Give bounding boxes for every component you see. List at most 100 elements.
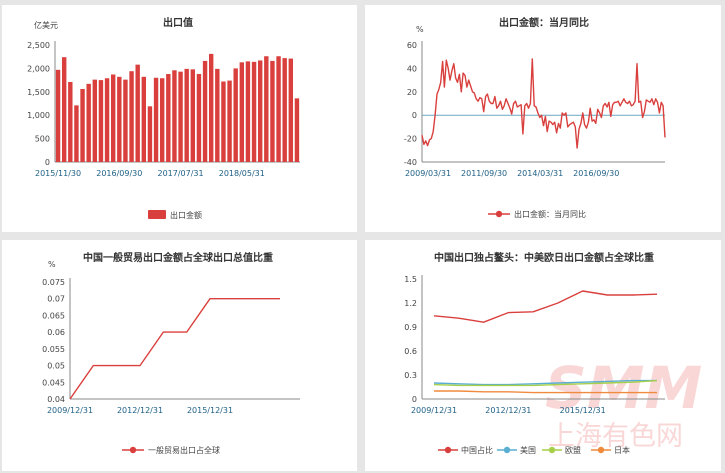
chart2-ytick: -20 — [404, 135, 417, 144]
bar — [141, 76, 147, 162]
chart2-ytick: 60 — [407, 41, 417, 50]
bar — [147, 106, 153, 162]
chart3-ytick: 0.065 — [42, 311, 65, 320]
bar — [294, 98, 300, 162]
chart4-series-line — [434, 390, 657, 394]
bar — [74, 105, 79, 162]
bar — [276, 56, 281, 163]
chart1-ytick: 1,500 — [27, 88, 50, 97]
chart3-xtick: 2015/12/31 — [187, 406, 233, 415]
bar — [215, 68, 220, 162]
chart3-ytick: 0.07 — [47, 295, 65, 304]
chart2-ytick: 0 — [412, 111, 417, 120]
chart3-ytick: 0.045 — [42, 378, 65, 387]
bar — [221, 81, 226, 162]
chart3-ytick: 0.055 — [42, 345, 65, 354]
bar — [123, 79, 128, 162]
chart4-xtick: 2015/12/31 — [560, 406, 606, 415]
chart2-series-line — [421, 58, 666, 149]
chart4-legend-label: 欧盟 — [565, 445, 581, 455]
bar — [202, 60, 208, 162]
chart4-series-line — [433, 379, 657, 386]
chart1-ytick: 2,500 — [27, 41, 50, 50]
bar — [208, 53, 214, 162]
chart4-legend-label: 中国占比 — [461, 445, 493, 455]
chart4-legend-label: 日本 — [614, 445, 630, 455]
chart3-legend-label: 一般贸易出口占全球 — [148, 445, 220, 455]
chart1-ytick: 0 — [45, 158, 50, 167]
bar — [288, 58, 294, 162]
watermark-logo: SMM — [545, 354, 702, 422]
chart4-legend-marker — [444, 446, 452, 454]
chart4-legend-marker — [503, 446, 511, 454]
chart4-ytick: 0.9 — [404, 323, 417, 332]
chart2-ytick: 40 — [407, 64, 417, 73]
chart3-xtick: 2012/12/31 — [117, 406, 163, 415]
bar — [61, 57, 67, 162]
chart3-ytick: 0.06 — [47, 328, 65, 337]
panel-export-yoy — [365, 5, 721, 232]
chart4-ytick: 0.3 — [404, 371, 417, 380]
chart3-legend-marker — [129, 446, 137, 454]
bar — [172, 70, 177, 162]
bar — [166, 74, 171, 162]
chart4-legend-label: 美国 — [520, 445, 536, 455]
chart3-series-line — [69, 298, 280, 400]
bar — [282, 58, 287, 162]
bar — [80, 88, 85, 162]
chart4-series-line — [433, 379, 658, 387]
bar — [153, 77, 159, 162]
bar — [264, 56, 269, 163]
bar — [159, 78, 165, 162]
bar — [68, 81, 73, 162]
chart2-ytick: -40 — [404, 158, 417, 167]
bar — [92, 79, 98, 162]
chart1-ytick: 500 — [35, 135, 50, 144]
chart2-xtick: 2016/09/30 — [573, 169, 619, 178]
panel-global-share — [365, 240, 721, 471]
chart1-xtick: 2017/07/31 — [158, 169, 204, 178]
chart2-xtick: 2011/09/30 — [461, 169, 507, 178]
bar — [184, 68, 189, 162]
chart2-xtick: 2009/03/31 — [405, 169, 451, 178]
bar — [55, 69, 61, 162]
bar — [190, 69, 196, 162]
chart4-series-line — [433, 290, 658, 323]
bar — [129, 71, 134, 162]
chart3-title: 中国一般贸易出口金额占全球出口总值比重 — [83, 251, 273, 264]
chart3-ytick: 0.05 — [47, 362, 65, 371]
bar — [270, 60, 275, 162]
chart4-ytick: 1.5 — [404, 275, 417, 284]
chart2-legend-marker — [495, 210, 503, 218]
chart1-legend-swatch — [148, 210, 166, 219]
chart4-legend-marker — [597, 446, 605, 454]
chart4-xtick: 2009/12/31 — [411, 406, 457, 415]
chart4-title: 中国出口独占鳌头：中美欧日出口金额占全球比重 — [434, 251, 654, 264]
chart1-title: 出口值 — [163, 16, 193, 29]
bar — [245, 61, 251, 162]
bar — [233, 68, 238, 162]
bar — [251, 61, 257, 162]
chart4-ytick: 1.2 — [404, 299, 417, 308]
watermark-text: 上海有色网 — [548, 421, 683, 452]
bar — [104, 78, 110, 162]
bar — [227, 80, 232, 162]
chart4-ytick: 0.6 — [404, 347, 417, 356]
chart3-ylabel: % — [48, 260, 56, 269]
chart1-ytick: 1,000 — [27, 111, 50, 120]
bar — [239, 62, 245, 162]
chart2-ylabel: % — [416, 25, 424, 34]
chart2-legend-label: 出口金额：当月同比 — [514, 209, 586, 219]
bar — [98, 80, 104, 162]
bar — [196, 74, 202, 162]
bar — [86, 83, 91, 162]
chart1-legend-label: 出口金额 — [170, 210, 202, 220]
chart1-ylabel: 亿美元 — [34, 20, 58, 30]
chart2-xtick: 2014/03/31 — [517, 169, 563, 178]
chart3-ytick: 0.04 — [47, 395, 65, 404]
chart1-xtick: 2015/11/30 — [35, 169, 81, 178]
bar — [257, 60, 263, 162]
bar — [135, 64, 140, 162]
smm-watermark: SMM 上海有色网 — [545, 354, 702, 452]
